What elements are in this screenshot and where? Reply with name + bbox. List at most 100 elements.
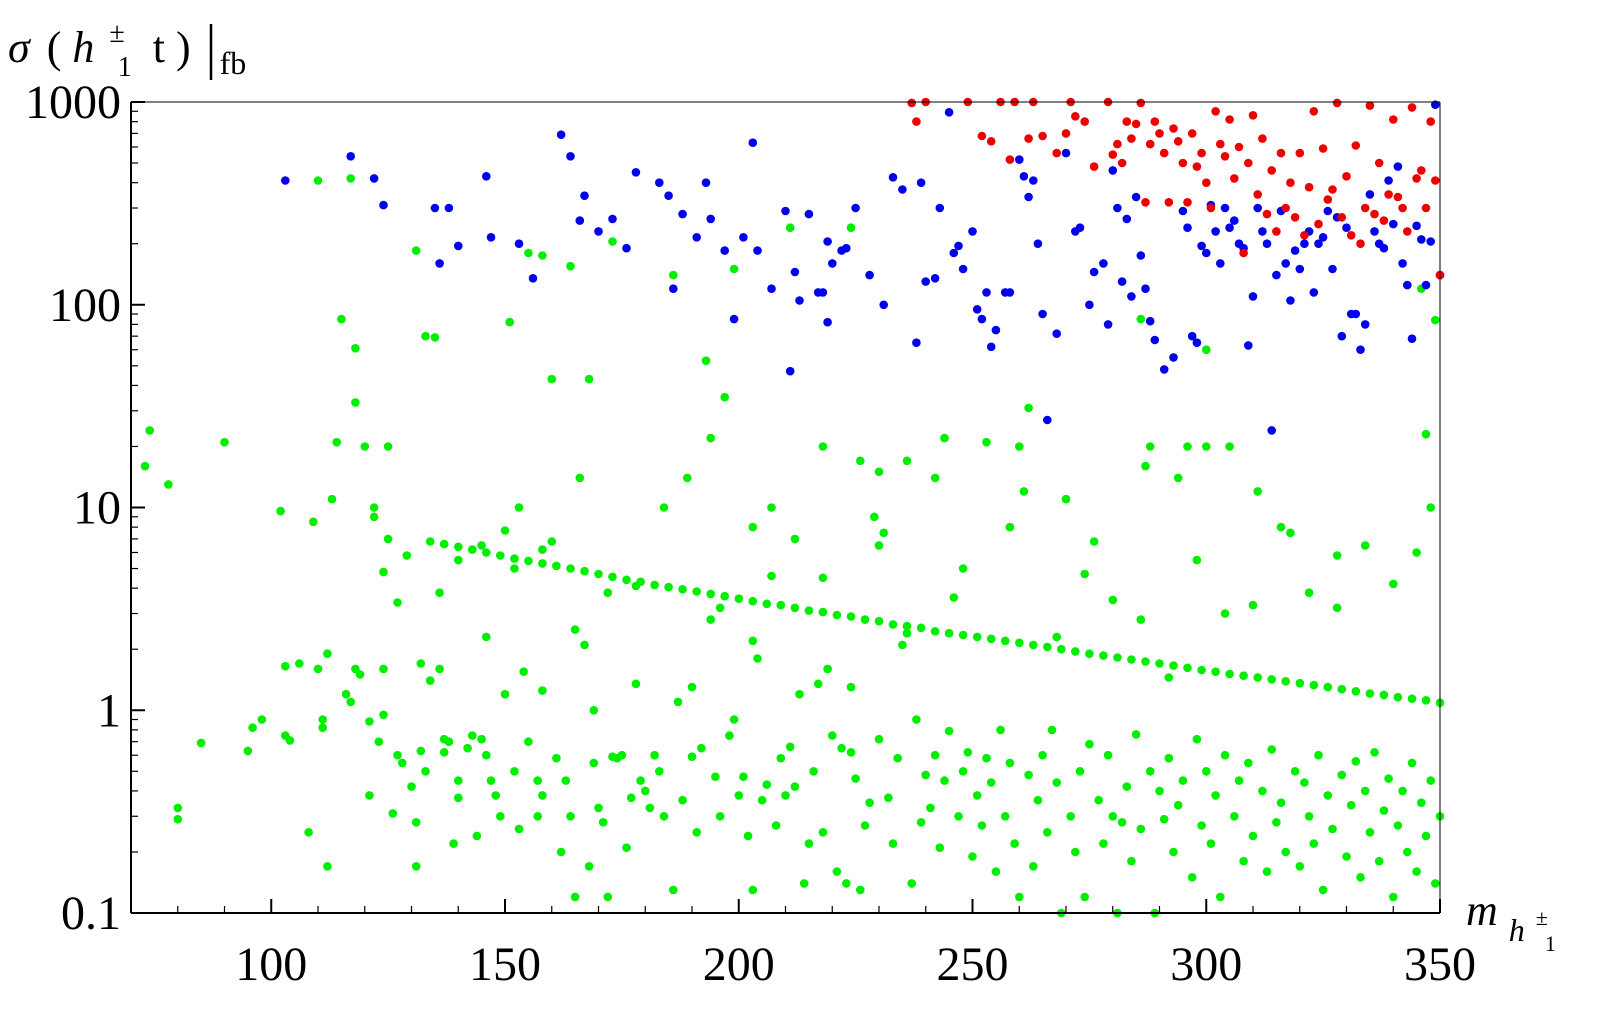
data-point bbox=[697, 743, 706, 753]
data-point bbox=[1187, 873, 1197, 882]
data-point bbox=[1230, 174, 1239, 183]
data-point bbox=[1145, 139, 1155, 149]
data-point bbox=[930, 750, 940, 760]
data-point bbox=[1281, 203, 1290, 213]
data-point bbox=[958, 767, 968, 776]
data-point bbox=[1281, 259, 1290, 268]
data-point bbox=[463, 743, 472, 753]
data-point bbox=[1216, 892, 1225, 902]
data-point bbox=[1286, 296, 1295, 305]
data-point bbox=[1202, 345, 1211, 355]
data-point bbox=[351, 398, 360, 407]
y-label-close-paren: ) bbox=[176, 23, 191, 72]
data-point bbox=[804, 839, 814, 848]
data-point bbox=[547, 374, 557, 384]
data-point bbox=[813, 679, 823, 689]
data-point bbox=[318, 723, 328, 732]
data-point bbox=[1253, 673, 1262, 682]
data-point bbox=[949, 248, 959, 258]
data-point bbox=[1403, 847, 1412, 857]
data-point bbox=[1141, 657, 1150, 666]
y-axis-label: σ ( h ± 1 t ) fb bbox=[8, 3, 246, 86]
data-point bbox=[369, 503, 379, 512]
data-point bbox=[425, 537, 435, 546]
data-point bbox=[1038, 750, 1047, 760]
data-point bbox=[1239, 248, 1248, 258]
data-point bbox=[1318, 233, 1328, 242]
data-point bbox=[762, 599, 772, 609]
data-point bbox=[1197, 665, 1206, 675]
y-tick-label: 0.1 bbox=[61, 887, 121, 940]
data-point bbox=[1043, 828, 1052, 837]
data-point bbox=[1071, 647, 1080, 656]
data-point bbox=[1318, 885, 1328, 895]
data-point bbox=[538, 545, 547, 554]
data-point bbox=[416, 659, 426, 668]
data-point bbox=[524, 737, 533, 746]
data-point bbox=[1309, 839, 1319, 848]
data-point bbox=[823, 664, 832, 674]
data-point bbox=[757, 795, 767, 805]
data-point bbox=[421, 767, 430, 776]
data-point bbox=[1272, 270, 1281, 280]
data-point bbox=[1113, 139, 1122, 149]
data-point bbox=[1389, 115, 1398, 124]
data-point bbox=[1290, 767, 1300, 776]
data-point bbox=[1295, 862, 1305, 871]
data-point bbox=[1145, 767, 1155, 776]
data-point bbox=[1136, 314, 1146, 324]
data-point bbox=[1431, 176, 1440, 185]
data-point bbox=[818, 442, 828, 451]
data-point bbox=[323, 649, 332, 658]
data-point bbox=[804, 209, 814, 219]
data-point bbox=[1244, 758, 1253, 768]
data-point bbox=[1342, 852, 1351, 861]
data-point bbox=[940, 433, 949, 443]
data-point bbox=[332, 437, 342, 447]
data-point bbox=[1108, 595, 1118, 605]
data-point bbox=[603, 588, 613, 597]
data-point bbox=[1328, 264, 1337, 274]
data-point bbox=[1075, 767, 1085, 776]
data-point bbox=[346, 174, 356, 183]
data-point bbox=[930, 274, 940, 283]
data-point bbox=[1281, 847, 1290, 857]
data-point bbox=[1192, 338, 1202, 348]
data-point bbox=[1407, 758, 1417, 768]
data-point bbox=[753, 654, 762, 663]
data-point bbox=[454, 776, 463, 785]
data-point bbox=[454, 793, 463, 803]
data-point bbox=[524, 556, 533, 566]
data-point bbox=[1379, 243, 1389, 253]
data-point bbox=[767, 503, 776, 512]
data-point bbox=[860, 615, 870, 624]
data-point bbox=[1103, 750, 1113, 760]
data-point bbox=[1426, 237, 1435, 246]
x-axis-label: m h ± 1 bbox=[1466, 886, 1559, 956]
data-point bbox=[608, 237, 617, 246]
data-point bbox=[1010, 839, 1019, 848]
data-point bbox=[916, 818, 926, 827]
data-point bbox=[439, 748, 449, 757]
x-tick-label: 300 bbox=[1170, 938, 1242, 991]
data-point bbox=[1360, 320, 1370, 329]
data-point bbox=[1225, 669, 1234, 679]
data-point bbox=[1220, 750, 1230, 760]
data-point bbox=[528, 274, 538, 283]
data-point bbox=[991, 325, 1001, 335]
data-point bbox=[1304, 812, 1314, 821]
data-point bbox=[1262, 867, 1272, 876]
data-point bbox=[1379, 216, 1389, 225]
data-point bbox=[589, 706, 599, 715]
x-label-m: m bbox=[1466, 886, 1498, 935]
data-point bbox=[1258, 134, 1267, 143]
data-point bbox=[1178, 776, 1188, 785]
data-point bbox=[482, 632, 491, 642]
data-point bbox=[898, 185, 907, 194]
data-point bbox=[921, 277, 930, 286]
data-point bbox=[636, 776, 645, 785]
data-point bbox=[295, 659, 304, 668]
data-point bbox=[972, 791, 982, 800]
data-point bbox=[935, 203, 945, 213]
